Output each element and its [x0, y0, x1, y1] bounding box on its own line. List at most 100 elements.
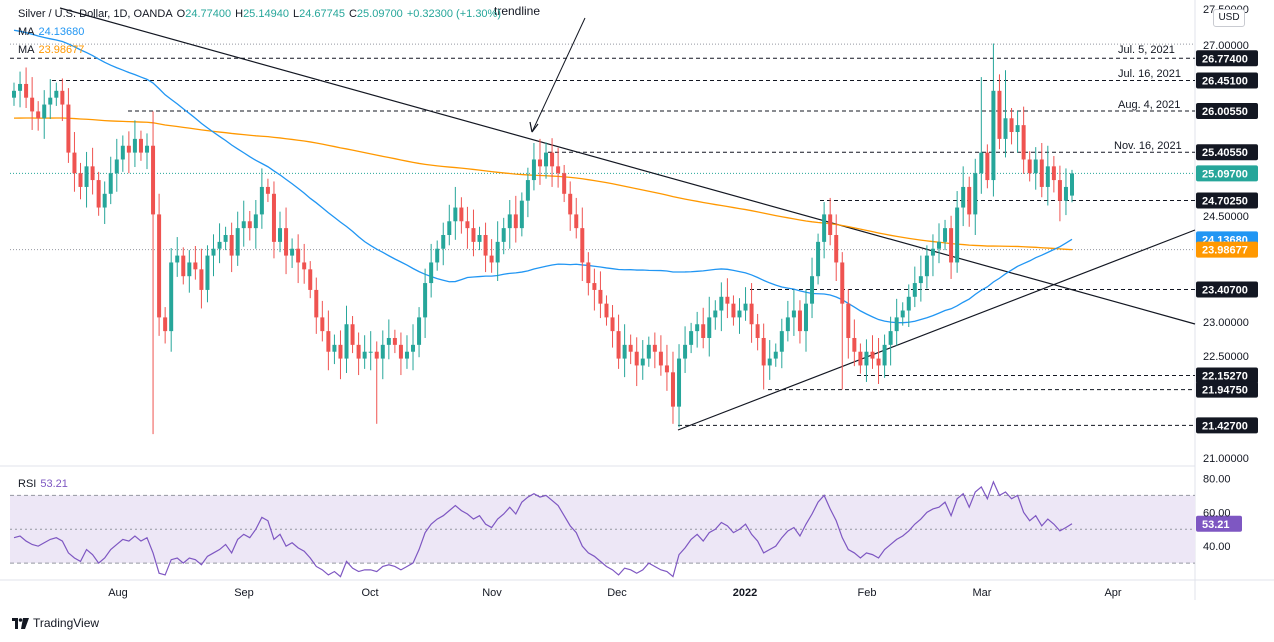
candle-body: [979, 152, 984, 174]
candle-body: [634, 351, 639, 366]
candle-body: [755, 324, 760, 338]
candle-body: [852, 337, 857, 352]
time-tick: Apr: [1104, 587, 1121, 599]
candle-body: [568, 193, 573, 215]
candle-body: [211, 248, 216, 256]
candle-body: [707, 317, 712, 338]
ma-slow-line: [13, 117, 1073, 251]
candle-body: [580, 228, 585, 263]
candle-body: [102, 193, 107, 208]
candle-body: [840, 262, 845, 304]
candle-body: [695, 324, 700, 332]
candle-body: [278, 228, 283, 242]
candle-body: [417, 317, 422, 345]
ma-slow-legend: MA 23.98677: [18, 44, 88, 56]
candle-body: [846, 303, 851, 338]
brand-name: TradingView: [33, 616, 100, 630]
candle-body: [803, 303, 808, 332]
candle-body: [199, 269, 204, 290]
tradingview-logo[interactable]: TradingView: [12, 616, 99, 630]
candle-body: [253, 214, 258, 229]
candle-body: [537, 159, 542, 167]
trendline-arrowhead: [529, 121, 539, 133]
ma-slow-label: MA: [18, 44, 35, 56]
ma-slow-value: 23.98677: [38, 44, 85, 56]
candle-body: [386, 337, 391, 345]
candle-body: [943, 228, 948, 242]
candle-body: [181, 255, 186, 277]
candle-body: [404, 351, 409, 359]
currency-badge[interactable]: USD: [1213, 9, 1245, 27]
descending-trendline: [59, 7, 1196, 325]
candle-body: [96, 180, 101, 208]
rsi-tick: 60.00: [1203, 507, 1231, 519]
level-price-label-bg: [1196, 381, 1258, 398]
candle-body: [906, 296, 911, 311]
candle-body: [658, 351, 663, 366]
time-axis[interactable]: Aug Sep Oct Nov Dec 2022 Feb Mar Apr: [108, 587, 1122, 599]
candle-body: [997, 90, 1002, 139]
candle-body: [731, 303, 736, 318]
candle-body: [453, 207, 458, 222]
candle-body: [229, 235, 234, 256]
candle-body: [628, 344, 633, 352]
level-price-label: 21.94750: [1202, 385, 1248, 397]
candle-body: [175, 255, 180, 263]
candle-body: [265, 186, 270, 194]
candle-body: [398, 344, 403, 359]
candle-body: [810, 276, 815, 304]
close-value: 25.09700: [356, 8, 403, 20]
candle-body: [259, 186, 264, 215]
rsi-label: RSI: [18, 478, 37, 490]
candle-body: [985, 152, 990, 181]
trendline-annotation: trendline: [494, 4, 540, 18]
candle-body: [217, 241, 222, 249]
candle-body: [507, 214, 512, 229]
time-tick: Sep: [234, 587, 254, 599]
ma-fast-label: MA: [18, 26, 35, 38]
candle-body: [151, 145, 156, 215]
candle-body: [816, 241, 821, 277]
candle-body: [120, 145, 125, 160]
candle-body: [1003, 118, 1008, 139]
candle-body: [640, 358, 645, 366]
candle-body: [1033, 159, 1038, 174]
candle-body: [556, 166, 561, 174]
candle-body: [991, 90, 996, 181]
candle-body: [344, 324, 349, 359]
candle-body: [48, 97, 53, 105]
candle-body: [828, 214, 833, 235]
candle-body: [223, 235, 228, 242]
candle-body: [247, 221, 252, 229]
candle-body: [1039, 159, 1044, 187]
trendlines[interactable]: [59, 7, 1196, 431]
candle-body: [525, 180, 530, 201]
nov16-label: Nov. 16, 2021: [1114, 140, 1182, 152]
candle-body: [797, 310, 802, 332]
candle-body: [973, 173, 978, 215]
rsi-band: [10, 495, 1195, 564]
rsi-tick: 40.00: [1203, 541, 1231, 553]
change-value: +0.32300 (+1.30%): [406, 8, 501, 20]
candle-body: [616, 331, 621, 359]
candle-body: [888, 331, 893, 345]
price-tick: 21.00000: [1203, 453, 1249, 465]
candle-body: [495, 241, 500, 263]
level-price-label: 26.00550: [1202, 106, 1248, 118]
candle-body: [562, 173, 567, 194]
candle-body: [550, 152, 555, 167]
candle-body: [241, 221, 246, 229]
candle-body: [725, 296, 730, 304]
rsi-value: 53.21: [40, 478, 68, 490]
close-label: C: [348, 8, 357, 20]
level-price-label-bg: [1196, 72, 1258, 89]
candle-body: [918, 276, 923, 284]
candle-body: [664, 365, 669, 373]
rsi-pane: 53.21: [10, 480, 1242, 578]
candle-body: [138, 138, 143, 153]
candle-body: [894, 317, 899, 332]
candle-body: [604, 303, 609, 318]
candle-body: [1070, 173, 1074, 196]
candle-body: [761, 337, 766, 366]
